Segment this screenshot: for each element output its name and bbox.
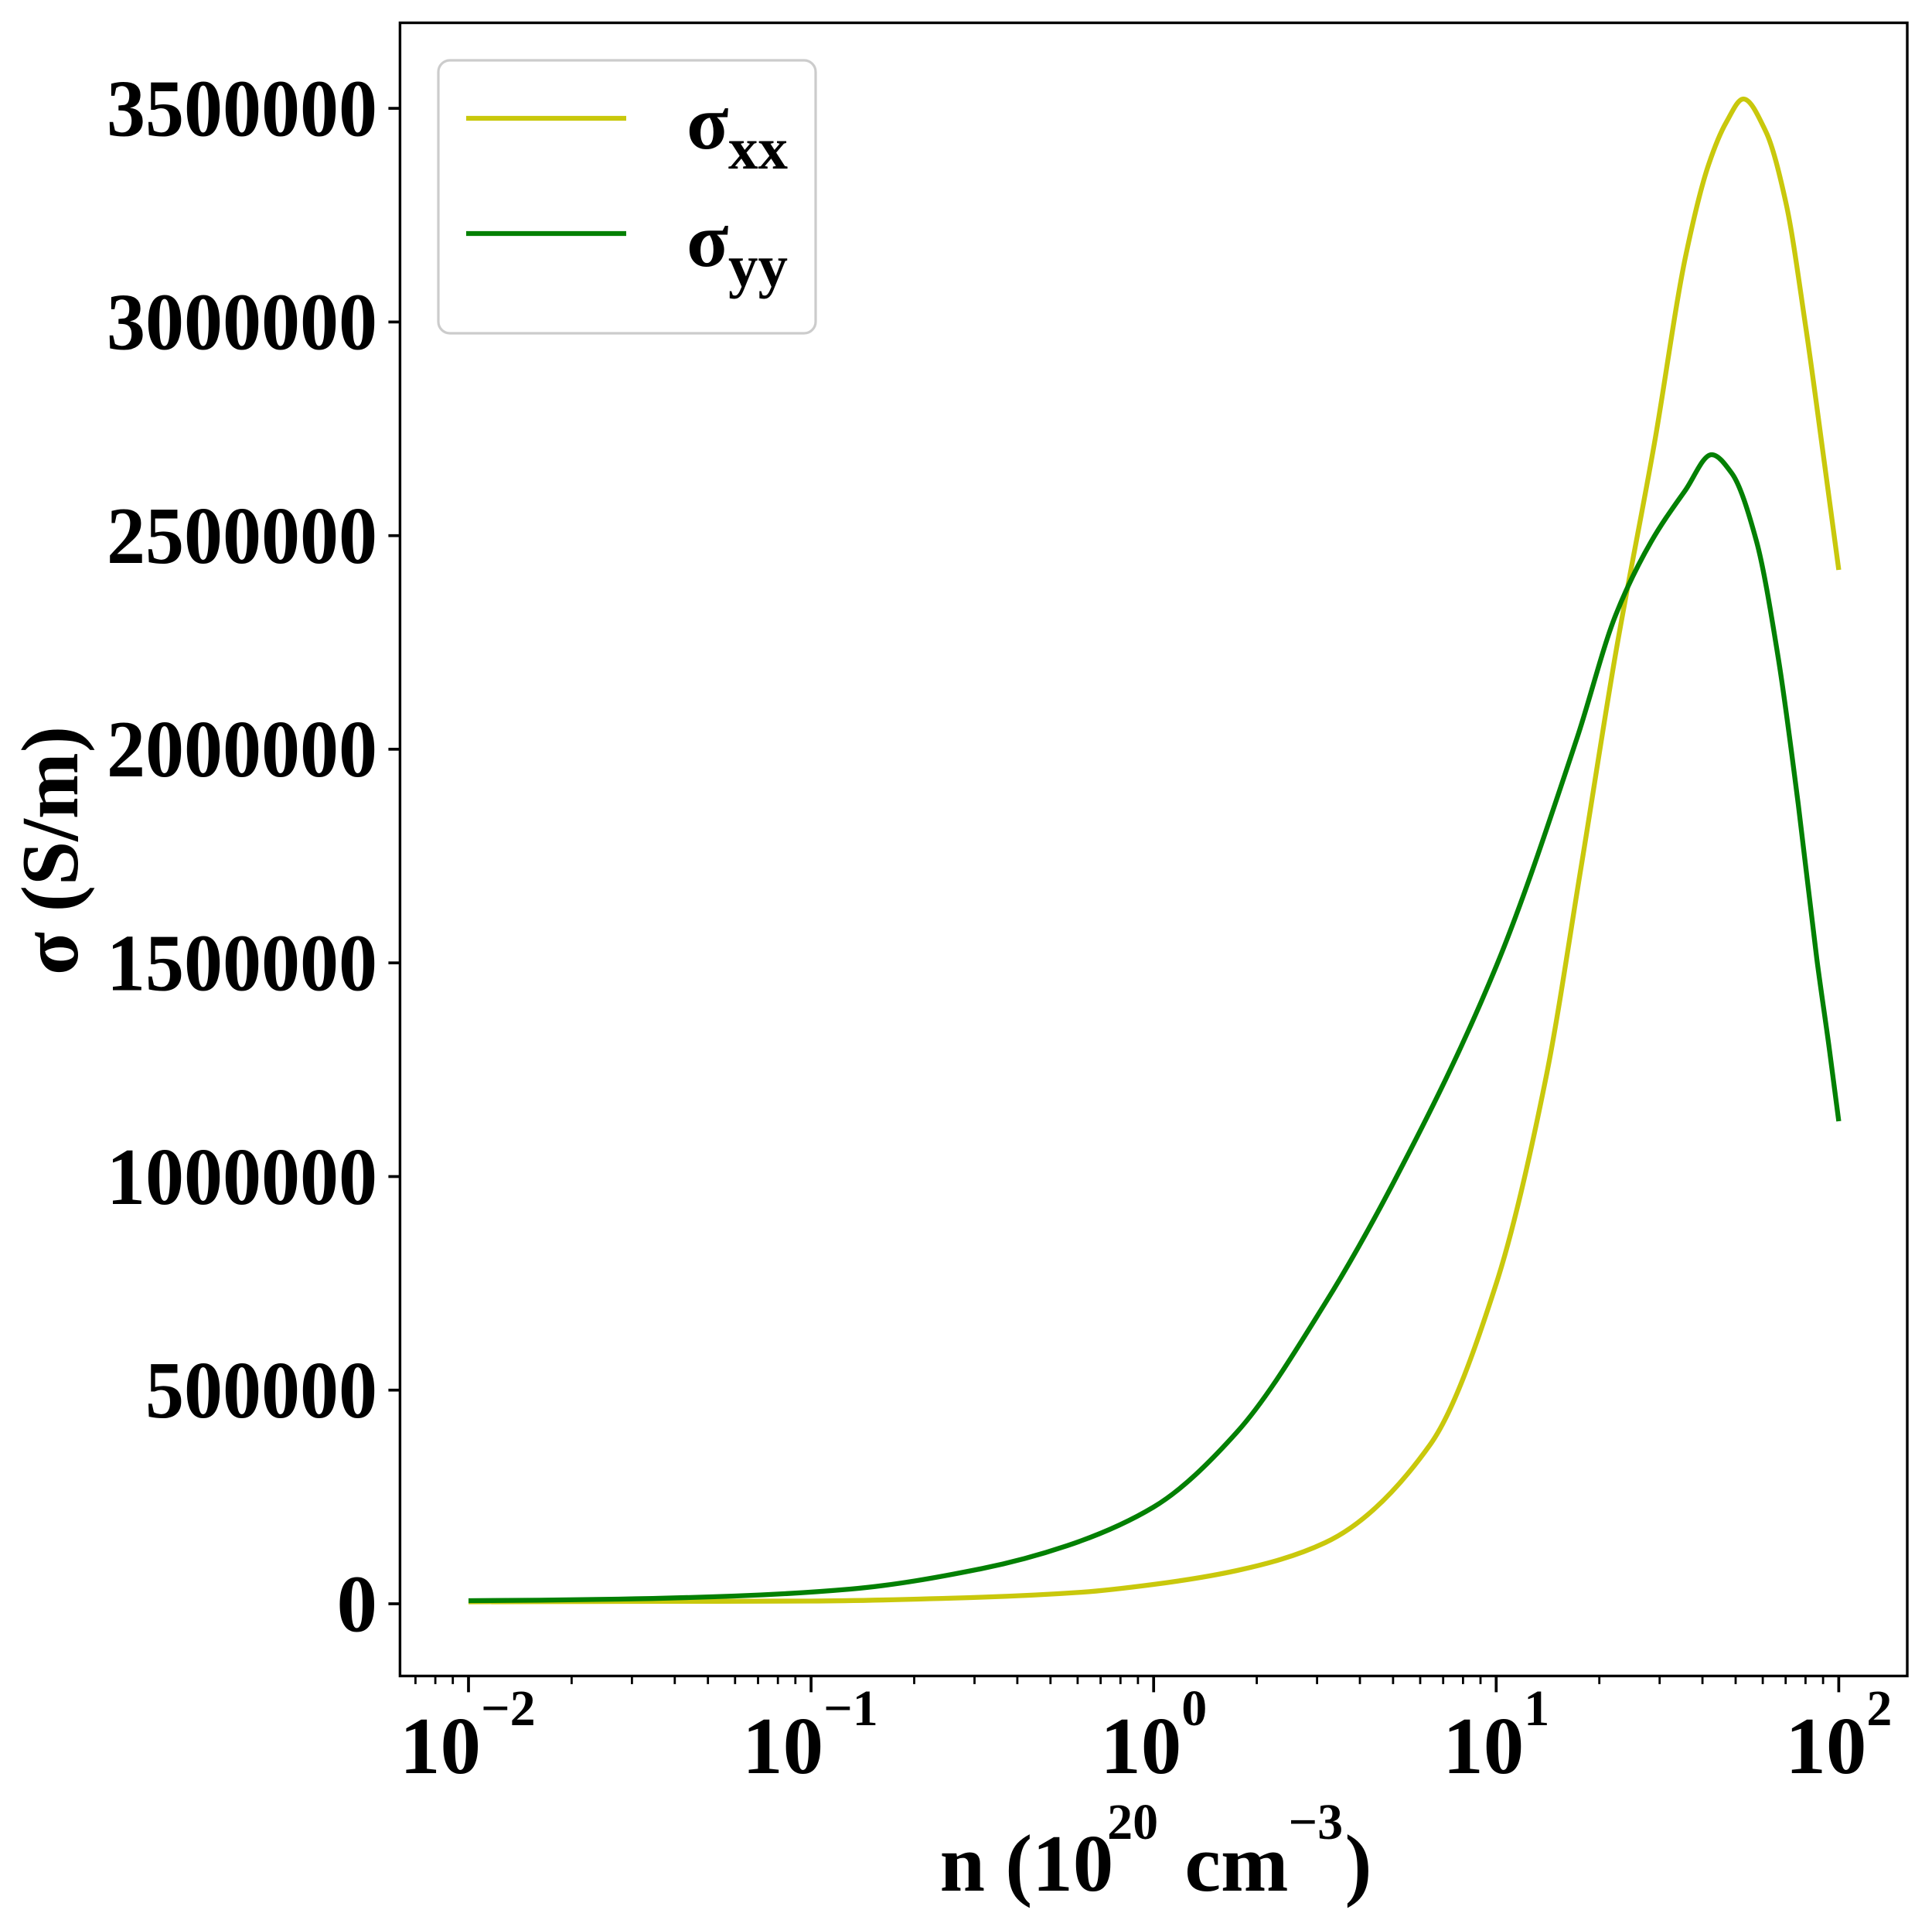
svg-text:10: 10	[1100, 1700, 1181, 1791]
svg-text:1000000: 1000000	[107, 1131, 377, 1222]
svg-text:20: 20	[1107, 1794, 1158, 1850]
svg-text:n (10: n (10	[940, 1818, 1114, 1908]
svg-text:): )	[1345, 1818, 1372, 1908]
svg-text:0: 0	[1181, 1680, 1207, 1737]
svg-text:−1: −1	[823, 1680, 878, 1737]
svg-text:3500000: 3500000	[107, 63, 377, 153]
svg-text:500000: 500000	[145, 1345, 377, 1435]
svg-text:xx: xx	[728, 115, 789, 182]
svg-text:2500000: 2500000	[107, 490, 377, 581]
svg-text:0: 0	[337, 1558, 378, 1649]
svg-text:1: 1	[1524, 1680, 1549, 1737]
svg-text:−2: −2	[481, 1680, 536, 1737]
svg-text:10: 10	[742, 1700, 823, 1791]
svg-text:10: 10	[400, 1700, 481, 1791]
svg-text:10: 10	[1785, 1700, 1866, 1791]
svg-text:yy: yy	[728, 233, 788, 299]
svg-text:1500000: 1500000	[107, 918, 377, 1008]
svg-text:σ: σ	[687, 80, 728, 165]
svg-text:cm: cm	[1164, 1818, 1288, 1908]
svg-text:2000000: 2000000	[107, 704, 377, 794]
svg-text:3000000: 3000000	[107, 277, 377, 367]
svg-text:−3: −3	[1289, 1794, 1344, 1850]
svg-text:σ (S/m): σ (S/m)	[5, 726, 95, 975]
svg-text:2: 2	[1866, 1680, 1892, 1737]
svg-text:10: 10	[1443, 1700, 1524, 1791]
svg-text:σ: σ	[687, 197, 728, 283]
